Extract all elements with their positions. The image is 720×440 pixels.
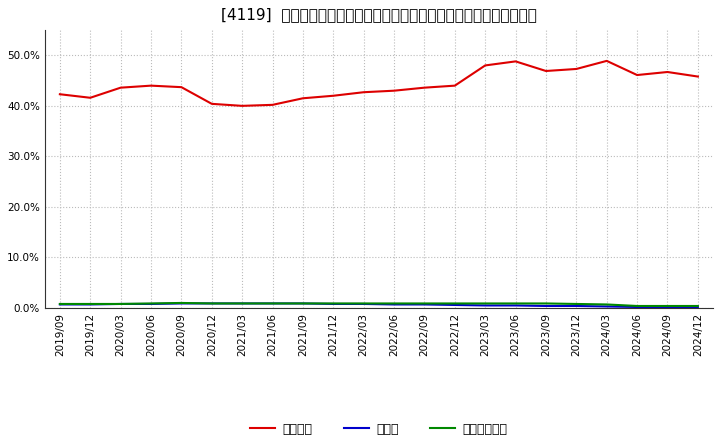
自己資本 xyxy=(207,101,216,106)
Line: のれん: のれん xyxy=(60,304,698,307)
繰延税金資産 xyxy=(207,301,216,306)
繰延税金資産 xyxy=(481,301,490,306)
繰延税金資産 xyxy=(541,301,550,306)
繰延税金資産 xyxy=(147,301,156,306)
繰延税金資産 xyxy=(451,301,459,306)
繰延税金資産 xyxy=(511,301,520,306)
のれん xyxy=(147,301,156,307)
自己資本 xyxy=(481,63,490,68)
自己資本 xyxy=(147,83,156,88)
のれん xyxy=(511,303,520,308)
自己資本 xyxy=(55,92,64,97)
自己資本 xyxy=(177,84,186,90)
のれん xyxy=(390,302,398,307)
繰延税金資産 xyxy=(329,301,338,306)
繰延税金資産 xyxy=(572,301,580,307)
のれん xyxy=(329,301,338,307)
繰延税金資産 xyxy=(663,303,672,308)
繰延税金資産 xyxy=(299,301,307,306)
のれん xyxy=(633,304,642,310)
のれん xyxy=(55,302,64,307)
繰延税金資産 xyxy=(55,301,64,307)
のれん xyxy=(117,301,125,307)
自己資本 xyxy=(572,66,580,72)
のれん xyxy=(299,301,307,306)
自己資本 xyxy=(693,74,702,79)
自己資本 xyxy=(329,93,338,99)
自己資本 xyxy=(299,95,307,101)
繰延税金資産 xyxy=(633,303,642,308)
のれん xyxy=(481,303,490,308)
のれん xyxy=(693,304,702,310)
自己資本 xyxy=(541,68,550,73)
繰延税金資産 xyxy=(177,301,186,306)
繰延税金資産 xyxy=(603,302,611,307)
自己資本 xyxy=(420,85,428,90)
Title: [4119]  自己資本、のれん、繰延税金資産の総資産に対する比率の推移: [4119] 自己資本、のれん、繰延税金資産の総資産に対する比率の推移 xyxy=(221,7,537,22)
のれん xyxy=(541,303,550,308)
のれん xyxy=(359,301,368,307)
のれん xyxy=(603,304,611,309)
繰延税金資産 xyxy=(359,301,368,306)
自己資本 xyxy=(511,59,520,64)
繰延税金資産 xyxy=(390,301,398,306)
のれん xyxy=(663,304,672,310)
自己資本 xyxy=(269,102,277,107)
繰延税金資産 xyxy=(420,301,428,306)
自己資本 xyxy=(451,83,459,88)
繰延税金資産 xyxy=(269,301,277,306)
自己資本 xyxy=(390,88,398,93)
のれん xyxy=(238,301,246,306)
のれん xyxy=(177,301,186,306)
自己資本 xyxy=(117,85,125,90)
繰延税金資産 xyxy=(238,301,246,306)
のれん xyxy=(86,302,94,307)
Legend: 自己資本, のれん, 繰延税金資産: 自己資本, のれん, 繰延税金資産 xyxy=(245,418,513,440)
繰延税金資産 xyxy=(117,301,125,307)
自己資本 xyxy=(86,95,94,100)
Line: 繰延税金資産: 繰延税金資産 xyxy=(60,303,698,306)
のれん xyxy=(451,302,459,308)
繰延税金資産 xyxy=(86,301,94,307)
のれん xyxy=(269,301,277,306)
自己資本 xyxy=(238,103,246,109)
自己資本 xyxy=(663,70,672,75)
自己資本 xyxy=(633,73,642,78)
のれん xyxy=(420,302,428,307)
Line: 自己資本: 自己資本 xyxy=(60,61,698,106)
自己資本 xyxy=(359,90,368,95)
のれん xyxy=(572,303,580,308)
自己資本 xyxy=(603,58,611,63)
繰延税金資産 xyxy=(693,303,702,308)
のれん xyxy=(207,301,216,306)
